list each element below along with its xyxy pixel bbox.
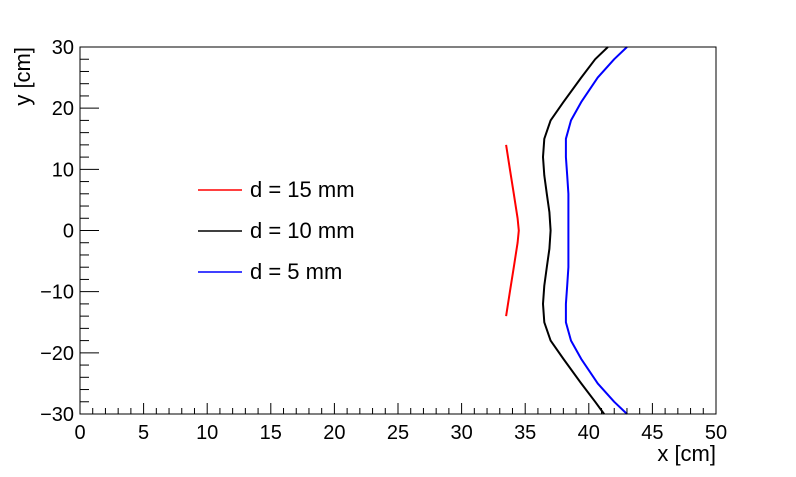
y-tick-label: −30 xyxy=(40,404,74,426)
x-tick-label: 10 xyxy=(196,422,218,444)
y-tick-label: −20 xyxy=(40,343,74,365)
x-tick-label: 45 xyxy=(641,422,663,444)
x-tick-label: 15 xyxy=(260,422,282,444)
series-line-1 xyxy=(505,144,520,317)
x-tick-label: 20 xyxy=(323,422,345,444)
x-tick-label: 5 xyxy=(138,422,149,444)
legend-entry-1: d = 15 mm xyxy=(198,177,355,202)
legend: d = 15 mm d = 10 mm d = 5 mm xyxy=(198,177,355,284)
series-layer xyxy=(505,46,628,415)
y-tick-label: 0 xyxy=(63,221,74,243)
legend-label: d = 10 mm xyxy=(250,218,355,243)
series-line-2 xyxy=(542,46,609,415)
x-axis-label: x [cm] xyxy=(657,441,716,466)
x-tick-label: 50 xyxy=(705,422,727,444)
y-tick-label: 10 xyxy=(52,159,74,181)
tick-labels-layer: 0 5 10 15 20 25 30 35 40 45 50 −30 −20 −10 0 10 20 30 xyxy=(40,37,727,444)
x-tick-label: 25 xyxy=(387,422,409,444)
ticks-layer xyxy=(79,46,717,415)
legend-label: d = 15 mm xyxy=(250,177,355,202)
y-tick-label: 20 xyxy=(52,98,74,120)
y-axis-label: y [cm] xyxy=(10,47,35,106)
y-tick-label: −10 xyxy=(40,282,74,304)
plot-frame xyxy=(79,46,717,415)
legend-entry-2: d = 10 mm xyxy=(198,218,355,243)
series-line-3 xyxy=(564,46,628,415)
x-tick-label: 35 xyxy=(514,422,536,444)
x-tick-label: 0 xyxy=(74,422,85,444)
x-tick-label: 40 xyxy=(578,422,600,444)
legend-label: d = 5 mm xyxy=(250,259,342,284)
y-tick-label: 30 xyxy=(52,37,74,59)
x-tick-label: 30 xyxy=(450,422,472,444)
legend-entry-3: d = 5 mm xyxy=(198,259,342,284)
